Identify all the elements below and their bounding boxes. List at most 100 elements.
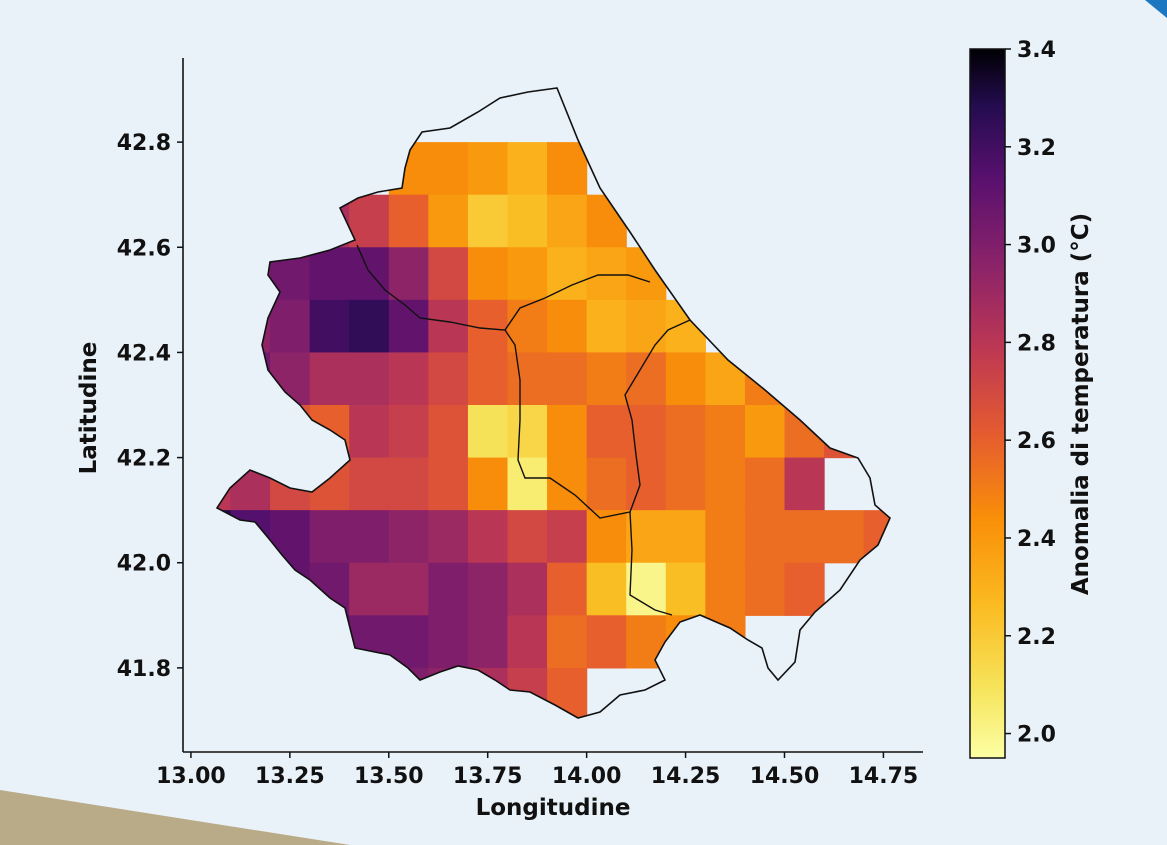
heatmap-cell: [665, 562, 706, 616]
heatmap-cell: [428, 352, 469, 406]
heatmap-cell: [349, 510, 390, 564]
heatmap-cell: [547, 142, 588, 196]
heatmap-cells: [217, 142, 890, 718]
heatmap-cell: [270, 352, 311, 406]
heatmap-cell: [665, 299, 706, 354]
heatmap-cell: [230, 457, 271, 511]
heatmap-cell: [467, 562, 509, 616]
x-tick-label: 13.75: [453, 764, 523, 789]
x-tick-label: 14.25: [651, 764, 721, 789]
heatmap-cell: [507, 667, 548, 718]
heatmap-cell: [388, 247, 429, 301]
heatmap-cell: [270, 299, 311, 354]
heatmap-cell: [217, 247, 232, 301]
heatmap-cell: [507, 562, 548, 616]
x-tick-label: 13.50: [354, 764, 424, 789]
heatmap-cell: [428, 615, 469, 669]
y-tick-label: 42.8: [117, 131, 171, 156]
heatmap-cell: [467, 142, 509, 196]
heatmap-cell: [270, 615, 311, 669]
heatmap-cell: [665, 405, 706, 459]
heatmap-cell: [705, 352, 746, 406]
background-decoration: [0, 790, 350, 845]
heatmap-cell: [309, 352, 350, 406]
heatmap-cell: [428, 457, 469, 511]
heatmap-cell: [309, 247, 350, 301]
heatmap-cell: [349, 562, 390, 616]
heatmap-cell: [388, 562, 429, 616]
heatmap-cell: [309, 615, 350, 669]
heatmap-cell: [230, 405, 271, 459]
heatmap-cell: [428, 562, 469, 616]
y-ticks: 41.8 42.0 42.2 42.4 42.6 42.8: [117, 131, 183, 682]
heatmap-cell: [270, 405, 311, 459]
heatmap-cell: [309, 667, 350, 718]
heatmap-cell: [507, 142, 548, 196]
heatmap-cell: [586, 615, 627, 669]
heatmap-cell: [309, 510, 350, 564]
province-border: [624, 319, 691, 513]
heatmap-cell: [547, 352, 588, 406]
heatmap-cell: [665, 457, 706, 511]
heatmap-cell: [428, 510, 469, 564]
heatmap-cell: [428, 667, 469, 718]
heatmap-cell: [665, 615, 706, 669]
heatmap-cell: [507, 247, 548, 301]
heatmap-cell: [665, 510, 706, 564]
x-tick-label: 14.50: [750, 764, 820, 789]
heatmap-cell: [665, 352, 706, 406]
heatmap-cell: [586, 562, 627, 616]
heatmap-cell: [467, 247, 509, 301]
colorbar-tick-label: 3.2: [1017, 136, 1056, 161]
heatmap-cell: [586, 247, 627, 301]
heatmap-cell: [586, 194, 627, 248]
heatmap-cell: [309, 194, 350, 248]
colorbar-tick-label: 3.0: [1017, 234, 1056, 259]
heatmap-cell: [824, 510, 865, 564]
heatmap-cell: [388, 667, 429, 718]
heatmap-cell: [270, 457, 311, 511]
heatmap-cell: [586, 299, 627, 354]
heatmap-cell: [705, 562, 746, 616]
heatmap-cell: [230, 352, 271, 406]
heatmap-cell: [744, 405, 786, 459]
heatmap-cell: [784, 405, 825, 459]
heatmap-cell: [270, 562, 311, 616]
heatmap-cell: [349, 299, 390, 354]
y-tick-label: 42.2: [117, 447, 171, 472]
heatmap-cell: [547, 667, 588, 718]
heatmap-cell: [744, 457, 786, 511]
heatmap-cell: [586, 405, 627, 459]
province-border: [356, 244, 673, 616]
heatmap-cell: [586, 510, 627, 564]
heatmap-cell: [230, 562, 271, 616]
heatmap-cell: [388, 615, 429, 669]
heatmap-cell: [217, 299, 232, 354]
heatmap-cell: [784, 510, 825, 564]
heatmap-cell: [467, 352, 509, 406]
heatmap-cell: [388, 142, 429, 196]
province-borders: [356, 244, 691, 616]
heatmap-cell: [507, 615, 548, 669]
heatmap-cell: [744, 510, 786, 564]
heatmap-cell: [217, 510, 232, 564]
heatmap-cell: [388, 405, 429, 459]
x-axis-label: Longitudine: [476, 795, 631, 821]
x-ticks: 13.00 13.25 13.50 13.75 14.00 14.25 14.50 14.75: [156, 752, 918, 789]
heatmap-cell: [626, 510, 667, 564]
heatmap-cell: [428, 247, 469, 301]
heatmap-cell: [428, 405, 469, 459]
heatmap-cell: [467, 510, 509, 564]
heatmap-cell: [744, 562, 786, 616]
colorbar-label: Anomalia di temperatura (°C): [1068, 213, 1094, 595]
colorbar-tick-label: 3.4: [1017, 38, 1056, 63]
heatmap-cell: [547, 510, 588, 564]
heatmap-cell: [547, 457, 588, 511]
heatmap-cell: [230, 247, 271, 301]
heatmap-cell: [507, 299, 548, 354]
heatmap-cell: [217, 457, 232, 511]
colorbar-tick-label: 2.6: [1017, 429, 1056, 454]
x-tick-label: 13.00: [156, 764, 226, 789]
heatmap-cell: [784, 562, 825, 616]
